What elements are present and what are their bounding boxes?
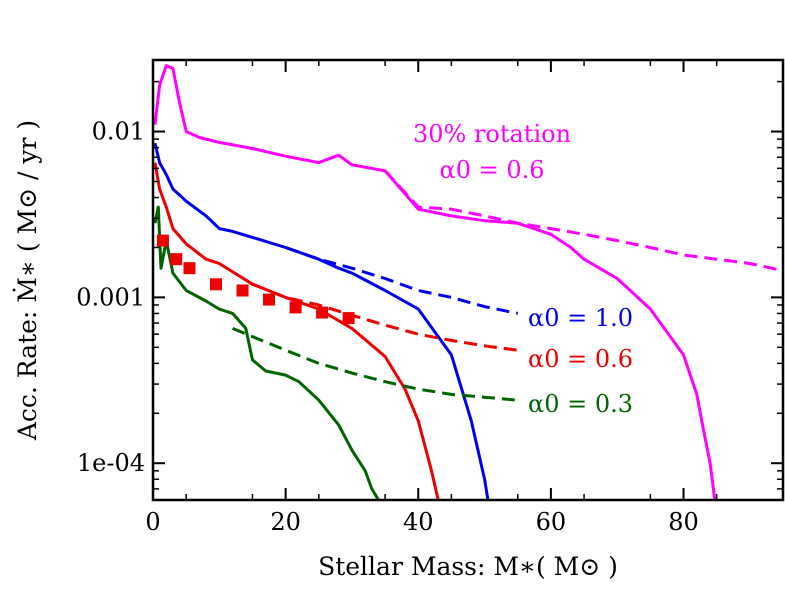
y-tick-label: 1e-04 xyxy=(77,449,145,477)
y-tick-label: 0.01 xyxy=(92,118,145,146)
x-tick-label: 40 xyxy=(403,508,434,536)
y-tick-label: 0.001 xyxy=(76,283,145,311)
x-axis-title: Stellar Mass: M∗( M⊙ ) xyxy=(318,552,618,581)
x-tick-label: 20 xyxy=(270,508,301,536)
data-marker xyxy=(170,253,183,266)
data-marker xyxy=(183,262,196,275)
annotation-magenta-alpha: α0 = 0.6 xyxy=(439,156,544,184)
x-tick-label: 60 xyxy=(536,508,567,536)
data-marker xyxy=(210,278,222,291)
data-marker xyxy=(316,306,329,319)
data-marker xyxy=(289,301,302,314)
series-line-5 xyxy=(251,282,518,352)
plot-frame xyxy=(151,58,785,502)
annotation-rotation: 30% rotation xyxy=(413,120,571,148)
series-line-1 xyxy=(383,169,783,273)
series-line-4 xyxy=(153,162,440,500)
series-line-7 xyxy=(232,327,518,402)
annotation-green-alpha: α0 = 0.3 xyxy=(528,390,633,418)
series-line-3 xyxy=(285,246,519,315)
data-marker xyxy=(236,284,249,297)
annotation-blue-alpha: α0 = 1.0 xyxy=(528,304,633,332)
annotation-red-alpha: α0 = 0.6 xyxy=(528,345,633,373)
series-line-2 xyxy=(153,142,490,500)
marker-layer xyxy=(156,234,355,325)
data-marker xyxy=(342,312,355,325)
series-line-0 xyxy=(153,64,717,500)
data-marker xyxy=(263,293,276,306)
data-marker xyxy=(156,234,169,247)
x-tick-label: 80 xyxy=(668,508,699,536)
y-axis-title: Acc. Rate: Ṁ∗ ( M⊙ / yr ) xyxy=(13,120,42,441)
x-tick-label: 0 xyxy=(145,508,160,536)
series-line-6 xyxy=(153,205,380,500)
tick-layer: 0 20 40 60 80 0.01 0.001 1e-04 xyxy=(76,60,783,536)
